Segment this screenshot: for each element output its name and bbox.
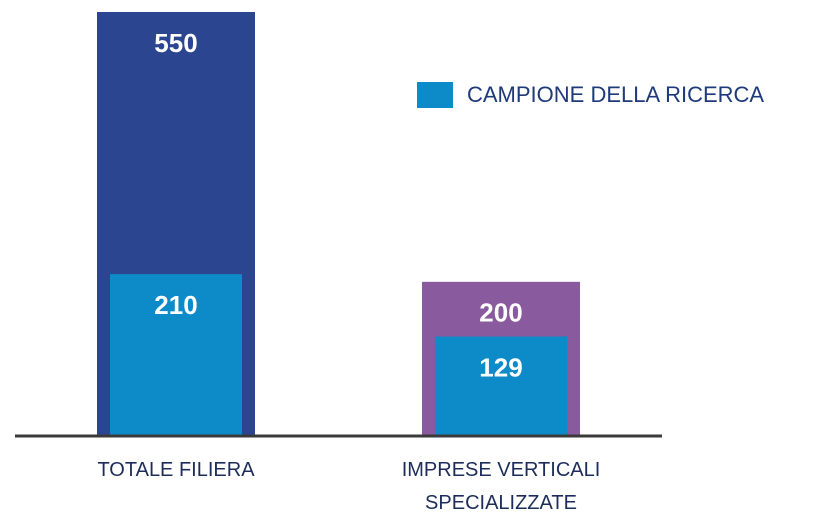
legend-swatch — [417, 82, 453, 108]
value-label: 200 — [479, 298, 522, 328]
bar — [435, 336, 567, 436]
value-label: 129 — [479, 352, 522, 382]
legend-label: CAMPIONE DELLA RICERCA — [467, 82, 764, 107]
bar — [110, 274, 242, 436]
x-tick-label: IMPRESE VERTICALI SPECIALIZZATE — [401, 459, 601, 513]
value-label: 550 — [154, 28, 197, 58]
x-tick-label: TOTALE FILIERA — [97, 459, 255, 481]
value-label: 210 — [154, 290, 197, 320]
